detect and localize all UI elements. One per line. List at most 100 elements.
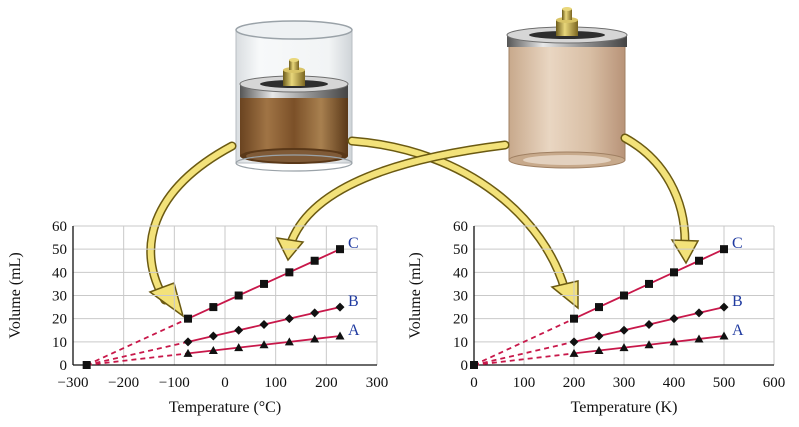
y-axis-label: Volume (mL) (407, 252, 424, 338)
data-point (209, 303, 218, 312)
x-tick-label: 200 (315, 375, 338, 391)
x-axis-label: Temperature (°C) (169, 399, 281, 416)
chart-volume-vs-celsius: 0 10 20 30 40 50 60 −300 −200 −100 0 100 200 300 Tempe… (7, 219, 388, 416)
y-tick-label: 30 (52, 289, 67, 305)
data-point (284, 314, 294, 324)
extrapolation-line (86, 340, 189, 366)
data-point (208, 346, 218, 355)
pointer-arrows (146, 133, 700, 318)
y-tick-label: 50 (52, 242, 67, 258)
extrapolation-line (473, 317, 575, 366)
x-tick-label: 300 (613, 375, 636, 391)
data-point (260, 279, 269, 288)
extrapolation-line (86, 352, 189, 366)
data-point (720, 245, 728, 254)
x-tick-label: 100 (513, 375, 536, 391)
x-tick-label: −100 (159, 375, 190, 391)
data-point (719, 331, 729, 340)
y-tick-label: 40 (453, 265, 468, 281)
left-gas-cylinder-illustration (235, 20, 353, 172)
x-tick-label: 200 (563, 375, 586, 391)
data-point (695, 256, 703, 265)
origin-point (470, 361, 478, 369)
series-B: B (473, 293, 743, 366)
origin-point (82, 361, 91, 369)
data-point (183, 348, 193, 357)
data-point (310, 308, 320, 318)
data-point (569, 348, 579, 357)
series-C: C (86, 235, 359, 366)
series-label: B (348, 293, 359, 310)
data-point (335, 302, 345, 312)
data-point (310, 334, 320, 343)
x-axis-label: Temperature (K) (571, 399, 678, 416)
data-point (259, 319, 269, 329)
y-tick-label: 50 (453, 242, 468, 258)
data-point (259, 340, 269, 349)
y-tick-label: 30 (453, 289, 468, 305)
y-tick-label: 10 (52, 335, 67, 351)
series-label: C (732, 235, 743, 252)
series-label: A (348, 322, 360, 339)
series-label: C (348, 235, 359, 252)
data-point (569, 337, 579, 347)
series-B: B (86, 293, 359, 366)
data-point (619, 343, 629, 352)
data-point (644, 340, 654, 349)
extrapolation-line (86, 317, 189, 366)
y-tick-label: 20 (453, 312, 468, 328)
data-point (208, 331, 218, 341)
data-point (184, 314, 193, 323)
x-tick-label: 600 (763, 375, 786, 391)
extrapolation-line (473, 340, 575, 366)
data-point (285, 268, 294, 277)
extrapolation-line (473, 352, 575, 366)
x-tick-label: 0 (470, 375, 478, 391)
x-tick-label: −200 (108, 375, 139, 391)
x-tick-label: 500 (713, 375, 736, 391)
x-tick-label: 0 (221, 375, 229, 391)
arrow-left-cylinder-to-left-chart (146, 141, 237, 318)
data-point (694, 334, 704, 343)
data-point (234, 325, 244, 335)
data-point (620, 291, 628, 300)
series-label: A (732, 322, 744, 339)
data-point (719, 302, 729, 312)
data-point (284, 337, 294, 346)
y-tick-label: 0 (60, 358, 68, 374)
series-A: A (473, 322, 744, 366)
series-label: B (732, 293, 743, 310)
data-point (570, 314, 578, 323)
data-point (234, 343, 244, 352)
y-axis-label: Volume (mL) (7, 252, 24, 338)
series-A: A (86, 322, 360, 366)
x-tick-label: 100 (264, 375, 287, 391)
data-point (335, 331, 345, 340)
data-point (619, 325, 629, 335)
series-C: C (473, 235, 743, 366)
y-tick-label: 20 (52, 312, 67, 328)
y-tick-label: 40 (52, 265, 67, 281)
data-point (644, 319, 654, 329)
data-point (669, 337, 679, 346)
data-point (183, 337, 193, 347)
data-point (669, 314, 679, 324)
data-point (694, 308, 704, 318)
data-point (670, 268, 678, 277)
data-point (595, 303, 603, 312)
y-tick-label: 0 (461, 358, 469, 374)
data-point (234, 291, 243, 300)
arrow-right-cylinder-to-right-chart (620, 133, 700, 265)
y-tick-label: 10 (453, 335, 468, 351)
data-point (594, 346, 604, 355)
x-tick-label: −300 (58, 375, 89, 391)
data-point (336, 245, 345, 254)
arrow-left-cylinder-to-right-chart (347, 136, 579, 310)
y-tick-label: 60 (52, 219, 67, 235)
x-tick-label: 300 (366, 375, 389, 391)
data-point (594, 331, 604, 341)
y-tick-label: 60 (453, 219, 468, 235)
x-tick-label: 400 (663, 375, 686, 391)
